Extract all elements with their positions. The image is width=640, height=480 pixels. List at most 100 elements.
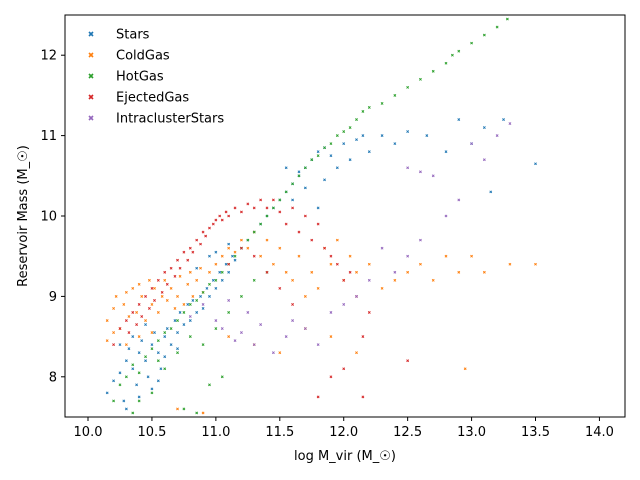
data-point [188,246,192,250]
data-point [310,270,314,274]
x-tick-label: 12.5 [393,425,422,440]
data-point [105,391,109,395]
data-point [419,77,422,81]
data-point [199,266,202,270]
data-point [310,158,314,162]
data-point [176,347,179,351]
data-point [156,379,160,383]
data-point [131,411,135,415]
x-tick-label: 10.5 [137,425,166,440]
data-point [233,254,237,258]
data-point [227,270,231,274]
data-point [489,190,493,194]
data-point [182,407,186,411]
y-tick-label: 12 [40,49,57,64]
data-point [355,294,358,298]
data-point [482,33,486,37]
data-point [118,343,122,347]
data-point [278,198,282,202]
data-point [419,238,422,242]
data-point [178,311,182,314]
data-point [199,242,202,246]
data-point [178,266,182,270]
data-point [124,407,128,411]
data-point [153,299,156,302]
data-point [140,294,144,298]
data-point [482,270,486,274]
data-point [153,286,156,290]
data-point [150,303,154,306]
data-point [342,278,346,282]
data-point [124,319,128,322]
data-point [335,134,339,138]
data-point [208,254,211,258]
data-point [367,311,371,314]
data-point [240,294,243,298]
data-point [291,278,294,282]
y-axis-ticks: 8 9 10 11 12 [40,49,65,385]
data-point [348,254,352,258]
data-point [361,395,365,399]
legend-label: IntraclusterStars [116,112,224,127]
data-point [114,294,118,298]
data-point [208,226,211,230]
data-point [297,174,301,178]
data-point [310,238,314,242]
legend-item-ejectedgas: EjectedGas [88,91,189,106]
data-point [259,323,263,326]
data-point [199,294,202,298]
data-point [284,166,288,170]
data-point [195,266,199,270]
data-point [393,270,397,274]
data-point [457,198,461,202]
data-point [323,246,326,250]
data-point [316,286,320,290]
data-point [431,174,435,178]
data-point [160,294,164,298]
data-point [431,278,435,282]
data-point [144,355,147,359]
data-point [188,335,192,339]
data-point [227,242,231,246]
data-point [169,327,173,330]
data-point [227,214,231,218]
data-point [214,286,218,290]
data-point [150,387,154,391]
data-point [291,206,294,210]
data-point [131,367,135,371]
data-point [105,319,109,322]
x-tick-label: 13.0 [457,425,486,440]
data-point [246,238,250,242]
data-point [463,367,467,371]
data-point [182,303,186,306]
data-point [297,170,301,174]
data-point [112,307,116,310]
x-tick-label: 11.5 [265,425,294,440]
data-point [131,363,135,367]
data-point [214,319,218,322]
data-point [297,254,301,258]
data-point [224,210,228,214]
data-point [173,319,177,322]
data-point [220,375,224,379]
data-point [329,262,333,266]
data-point [406,270,410,274]
data-point [165,282,169,286]
data-point [176,319,179,322]
data-point [201,343,205,347]
data-point [176,294,179,298]
data-point [156,359,160,363]
data-point [191,294,195,298]
data-point [188,315,192,318]
data-point [252,254,256,258]
data-point [201,303,205,306]
data-point [156,311,160,314]
data-point [118,327,122,330]
data-point [131,311,135,314]
data-point [450,53,454,57]
data-point [173,274,177,278]
data-point [355,351,358,355]
series-hotgas [112,17,509,415]
data-point [419,170,422,174]
data-point [214,327,218,330]
